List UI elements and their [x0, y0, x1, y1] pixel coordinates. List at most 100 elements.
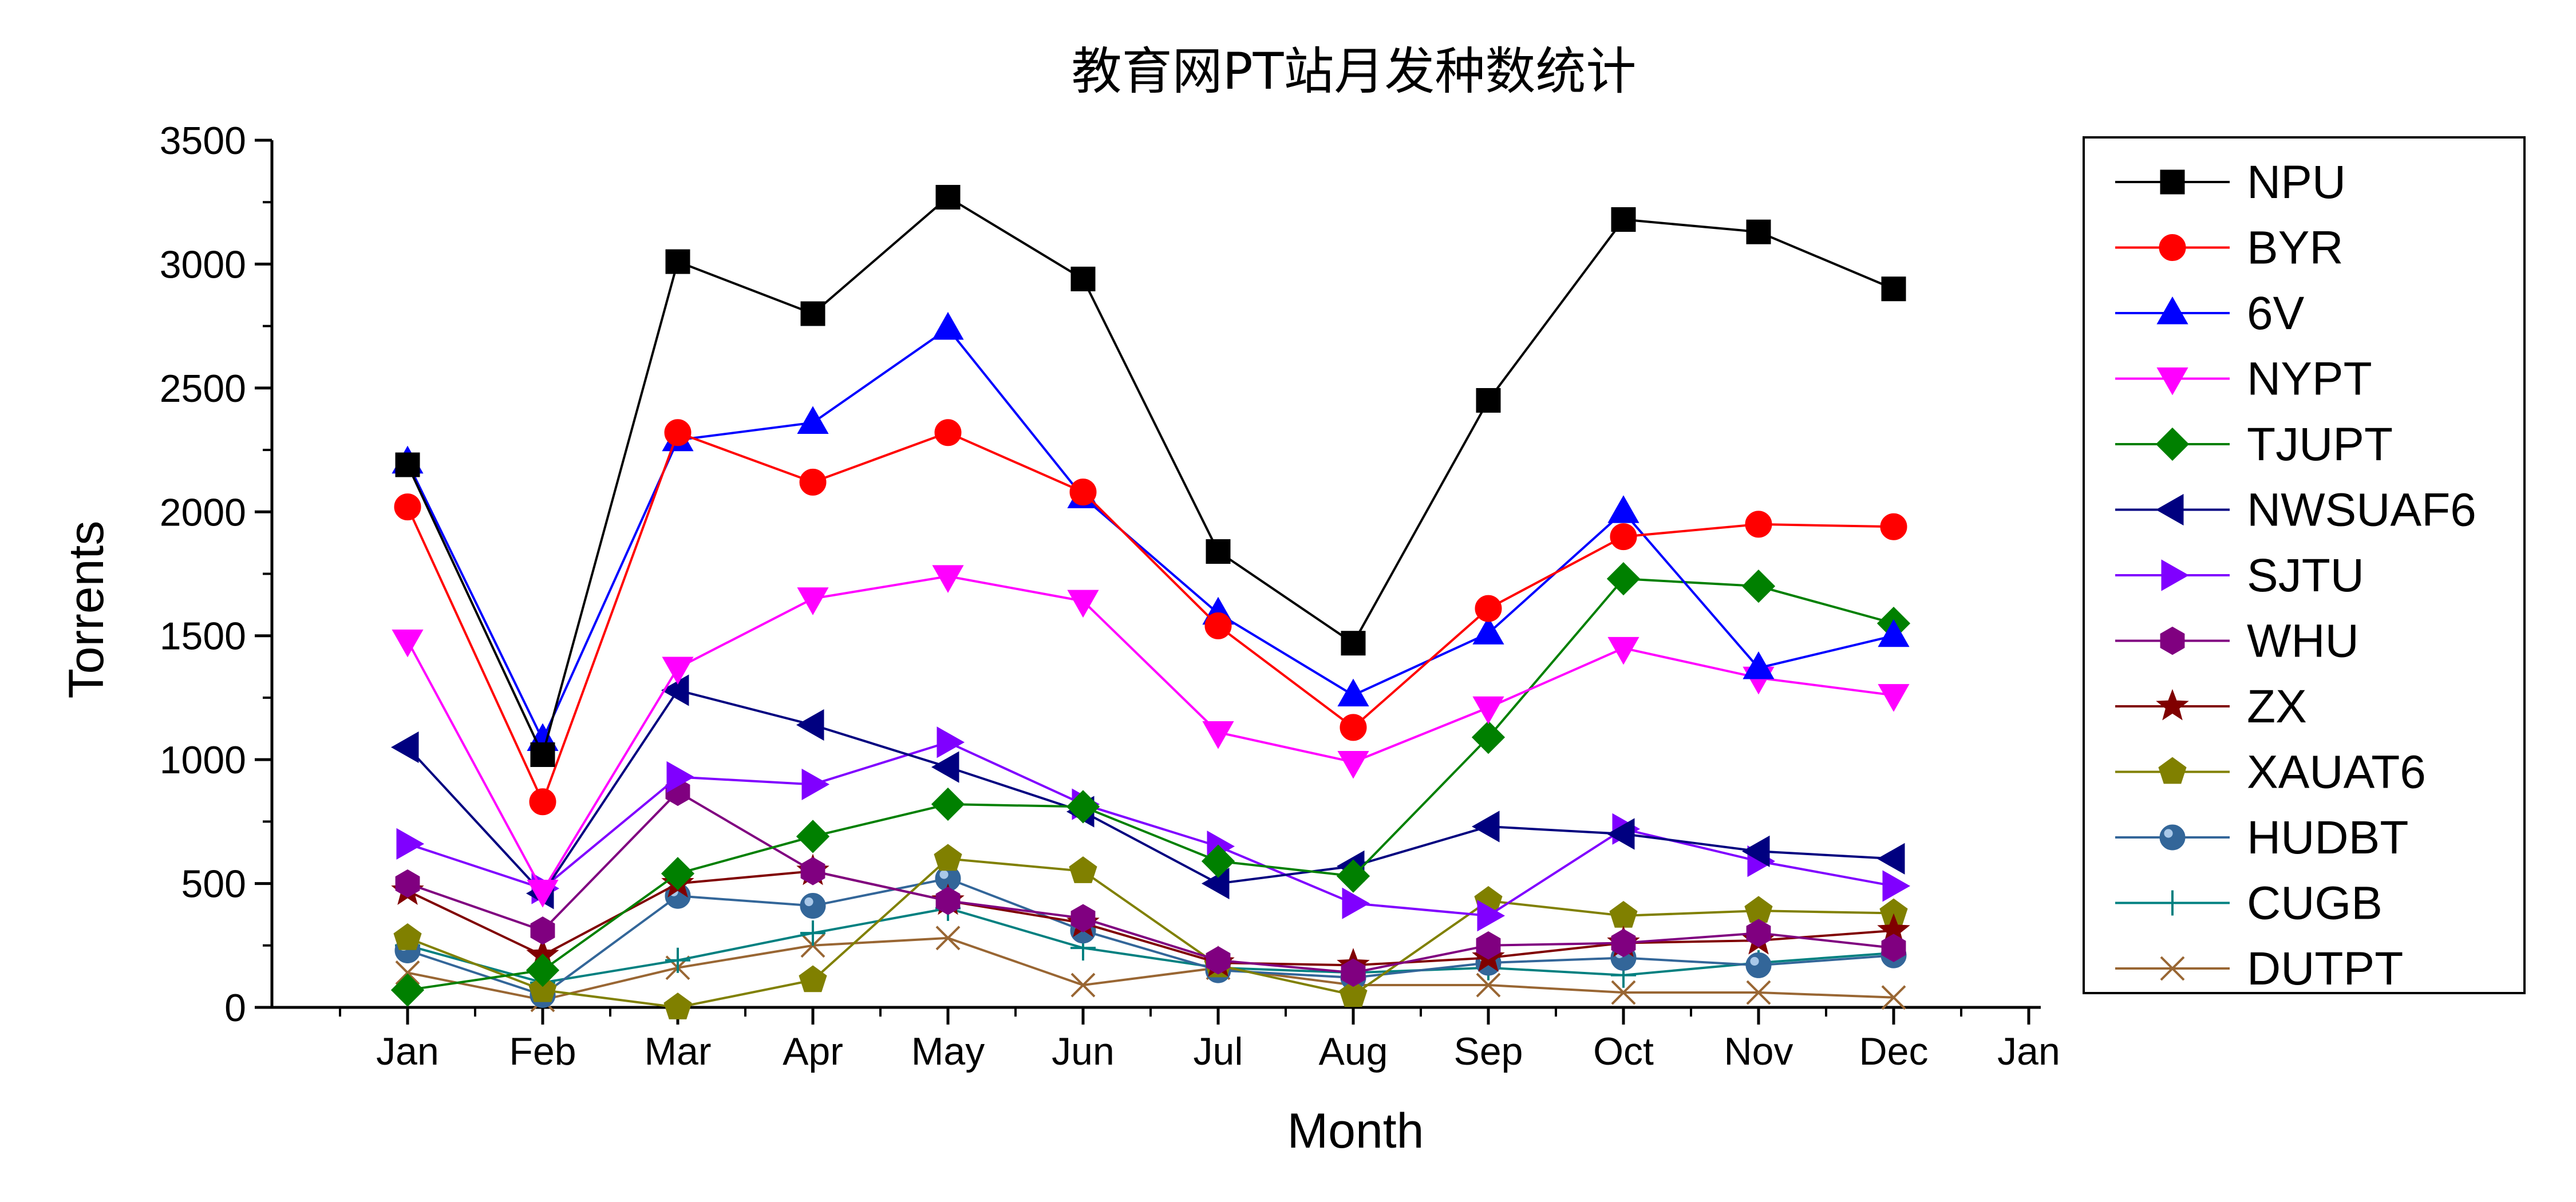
data-point-hudbt: [800, 893, 826, 919]
legend-item-whu: WHU: [2115, 615, 2359, 667]
data-point-whu: [1611, 928, 1636, 958]
data-point-nwsuaf6: [1201, 867, 1230, 900]
legend-marker: [2159, 234, 2186, 261]
series-line-npu: [406, 196, 1894, 758]
data-point-npu: [1070, 266, 1096, 291]
data-point-byr: [1475, 595, 1502, 622]
legend-label: NPU: [2247, 156, 2346, 208]
data-point-xauat6: [1069, 856, 1097, 883]
legend-marker: [2156, 689, 2189, 721]
data-point-sjtu: [396, 828, 425, 860]
legend-item-xauat6: XAUAT6: [2115, 746, 2426, 798]
data-point-whu: [1476, 931, 1501, 960]
data-point-byr: [1204, 612, 1232, 639]
data-point-xauat6: [393, 923, 422, 950]
x-tick-label: Jun: [1052, 1030, 1115, 1073]
data-point-whu: [1746, 919, 1771, 947]
x-tick-label: Oct: [1593, 1030, 1654, 1073]
legend-item-hudbt: HUDBT: [2115, 812, 2408, 864]
x-tick-label: May: [911, 1030, 985, 1073]
data-point-dutpt: [1746, 980, 1771, 1005]
series-line-nwsuaf6: [406, 689, 1894, 896]
legend-item-byr: BYR: [2115, 222, 2344, 274]
data-point-xauat6: [663, 993, 692, 1019]
legend-marker: [2160, 626, 2185, 655]
series-line-cugb: [407, 907, 1894, 984]
legend-marker: [2156, 367, 2188, 396]
data-point-dutpt: [935, 926, 961, 951]
legend-marker: [2155, 493, 2184, 526]
data-point-sjtu: [937, 726, 965, 758]
x-tick-label: Nov: [1724, 1030, 1793, 1073]
data-point-hudbt: [1745, 952, 1772, 978]
data-point-nwsuaf6: [1606, 818, 1635, 850]
data-point-tjupt: [1066, 790, 1100, 824]
data-point-npu: [1341, 631, 1366, 656]
data-point-6v: [1878, 619, 1910, 647]
legend-label: CUGB: [2247, 877, 2383, 930]
data-point-tjupt: [526, 953, 560, 987]
legend-item-dutpt: DUTPT: [2115, 943, 2403, 995]
data-point-tjupt: [796, 820, 830, 853]
legend-marker: [2155, 427, 2190, 461]
series-whu: [395, 777, 1906, 987]
data-point-whu: [1206, 946, 1231, 975]
x-tick-label: Jan: [1997, 1030, 2060, 1073]
data-point-tjupt: [390, 973, 425, 1007]
data-point-tjupt: [931, 787, 965, 821]
data-point-npu: [530, 742, 555, 767]
data-point-byr: [1069, 479, 1097, 506]
legend-label: HUDBT: [2247, 812, 2408, 864]
legend: NPU BYR 6V NYPT TJUPT NWSUAF6 SJTU WHU ZX XAUAT6 H…: [2083, 136, 2526, 995]
legend-label: BYR: [2247, 222, 2344, 274]
series-nypt: [392, 565, 1910, 908]
data-point-nwsuaf6: [390, 731, 419, 764]
data-point-npu: [1476, 388, 1501, 413]
data-point-nypt: [1202, 721, 1234, 749]
data-point-nypt: [1337, 750, 1369, 779]
series-line-dutpt: [407, 936, 1894, 1002]
series-byr: [394, 419, 1907, 816]
data-point-whu: [1341, 958, 1366, 987]
data-point-dutpt: [1070, 972, 1096, 998]
legend-item-nypt: NYPT: [2115, 353, 2372, 405]
axes: 0 500 1000 1500 2000 2500 3000 3500 Jan Feb Mar Apr…: [160, 119, 2060, 1073]
series-line-whu: [407, 790, 1894, 974]
legend-item-cugb: CUGB: [2115, 877, 2383, 930]
data-point-hudbt-highlight: [939, 870, 949, 879]
data-point-cugb: [665, 947, 690, 973]
series-layer: [390, 185, 1911, 1019]
legend-label: NYPT: [2247, 353, 2372, 405]
legend-item-nwsuaf6: NWSUAF6: [2115, 484, 2476, 536]
legend-marker: [2161, 559, 2190, 591]
x-tick-label: Aug: [1319, 1030, 1388, 1073]
data-point-sjtu: [1882, 870, 1911, 902]
data-point-npu: [1746, 219, 1771, 244]
y-tick-label: 500: [181, 863, 246, 906]
data-point-6v: [1337, 678, 1369, 707]
data-point-tjupt: [661, 857, 695, 891]
data-point-dutpt: [395, 960, 420, 985]
data-point-nypt: [1607, 636, 1639, 665]
data-point-sjtu: [1477, 900, 1506, 932]
data-point-whu: [935, 887, 961, 915]
data-point-npu: [800, 301, 825, 326]
data-point-nypt: [1472, 696, 1504, 725]
data-point-nypt: [1878, 684, 1910, 712]
legend-item-zx: ZX: [2115, 681, 2307, 733]
y-tick-label: 3500: [160, 119, 246, 163]
data-point-whu: [530, 916, 555, 945]
data-point-6v: [1607, 495, 1639, 523]
data-point-tjupt: [1201, 844, 1235, 878]
data-point-dutpt: [1881, 985, 1906, 1010]
data-point-xauat6: [528, 975, 557, 1002]
data-point-6v: [932, 311, 964, 340]
data-point-whu: [800, 857, 825, 885]
y-tick-label: 1500: [160, 615, 246, 658]
series-line-sjtu: [407, 741, 1894, 917]
data-point-byr: [394, 493, 421, 521]
data-point-6v: [797, 406, 829, 434]
y-tick-label: 0: [224, 986, 246, 1030]
x-tick-label: Apr: [783, 1030, 843, 1073]
